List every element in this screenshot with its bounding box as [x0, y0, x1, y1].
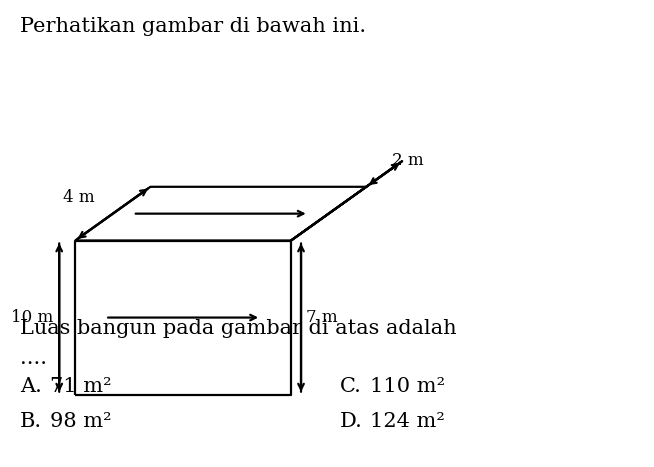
Text: 124 m²: 124 m² — [370, 412, 445, 431]
Text: B.: B. — [20, 412, 42, 431]
Text: 98 m²: 98 m² — [50, 412, 112, 431]
Text: D.: D. — [340, 412, 363, 431]
Text: A.: A. — [20, 377, 42, 396]
Text: ....: .... — [20, 349, 47, 368]
Text: 110 m²: 110 m² — [370, 377, 445, 396]
Text: 71 m²: 71 m² — [50, 377, 112, 396]
Text: 4 m: 4 m — [63, 189, 95, 205]
Text: C.: C. — [340, 377, 362, 396]
Text: 7 m: 7 m — [306, 309, 337, 326]
Text: 10 m: 10 m — [11, 309, 53, 326]
Text: 2 m: 2 m — [392, 152, 424, 169]
Text: Perhatikan gambar di bawah ini.: Perhatikan gambar di bawah ini. — [20, 17, 366, 36]
Text: Luas bangun pada gambar di atas adalah: Luas bangun pada gambar di atas adalah — [20, 319, 456, 338]
